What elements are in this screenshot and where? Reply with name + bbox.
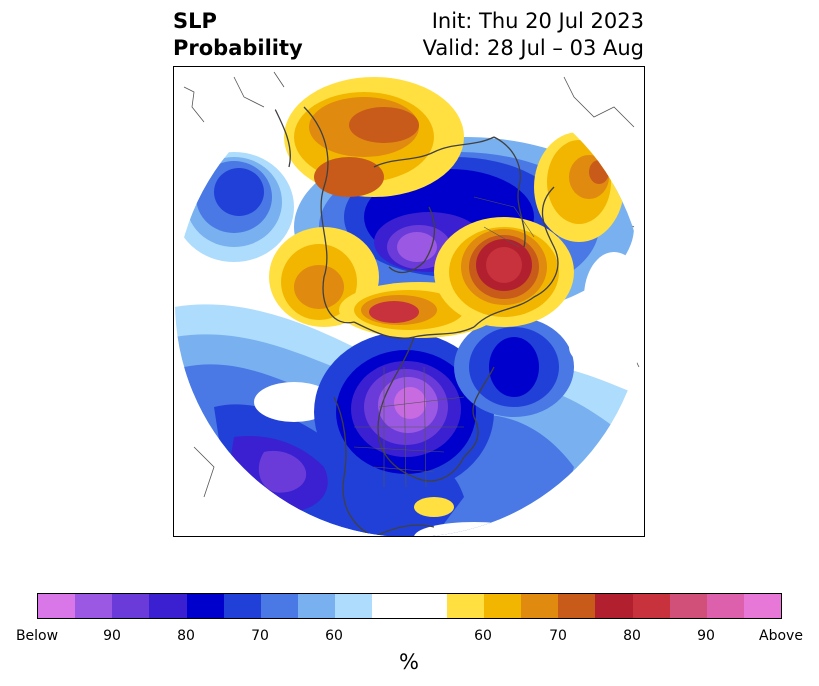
borders [353, 196, 535, 488]
init-date-label: Init: Thu 20 Jul 2023 [431, 9, 644, 33]
colorbar-segment [372, 594, 410, 618]
above-region-siberia-north [284, 77, 464, 197]
colorbar-segment [112, 594, 150, 618]
colorbar-segment [223, 594, 261, 618]
colorbar-tick-label: 80 [177, 628, 195, 644]
colorbar-tick-label: 90 [103, 628, 121, 644]
colorbar-segment [335, 594, 373, 618]
colorbar-segment [521, 594, 559, 618]
colorbar [37, 593, 782, 619]
colorbar-segment [409, 594, 447, 618]
colorbar-segment [446, 594, 484, 618]
colorbar-segment [260, 594, 299, 618]
title-line-2: Probability [173, 36, 303, 60]
colorbar-segment [706, 594, 744, 618]
above-region-upper-right [534, 132, 624, 242]
colorbar-tick-label: Below [15, 628, 59, 644]
colorbar-tick-label: 70 [549, 628, 567, 644]
map-svg [175, 67, 644, 536]
colorbar-segment [558, 594, 596, 618]
below-region-northwest-pacific [175, 152, 294, 262]
colorbar-segment [743, 594, 782, 618]
date-header: Init: Thu 20 Jul 2023 Valid: 28 Jul – 03… [423, 8, 644, 62]
colorbar-segment [595, 594, 633, 618]
colorbar-tick-label: 60 [474, 628, 492, 644]
above-region-arctic [339, 282, 499, 338]
map-title: SLP Probability [173, 8, 303, 62]
colorbar-segment [149, 594, 187, 618]
colorbar-segment [38, 594, 76, 618]
colorbar-segment [669, 594, 707, 618]
colorbar-segment [298, 594, 336, 618]
colorbar-tick-label: 60 [325, 628, 343, 644]
colorbar-segment [75, 594, 113, 618]
probability-map [173, 66, 645, 537]
colorbar-tick-label: 90 [697, 628, 715, 644]
colorbar-unit-label: % [399, 650, 419, 674]
below-region-atlantic [454, 317, 629, 417]
above-region-siberia-core [434, 217, 574, 327]
title-line-1: SLP [173, 9, 217, 33]
colorbar-segment [483, 594, 522, 618]
colorbar-segment [632, 594, 670, 618]
coastlines [273, 106, 559, 536]
colorbar-tick-label: 80 [623, 628, 641, 644]
valid-date-label: Valid: 28 Jul – 03 Aug [422, 36, 644, 60]
colorbar-segment [186, 594, 224, 618]
colorbar-tick-label: 70 [251, 628, 269, 644]
colorbar-tick-label: Above [759, 628, 803, 644]
